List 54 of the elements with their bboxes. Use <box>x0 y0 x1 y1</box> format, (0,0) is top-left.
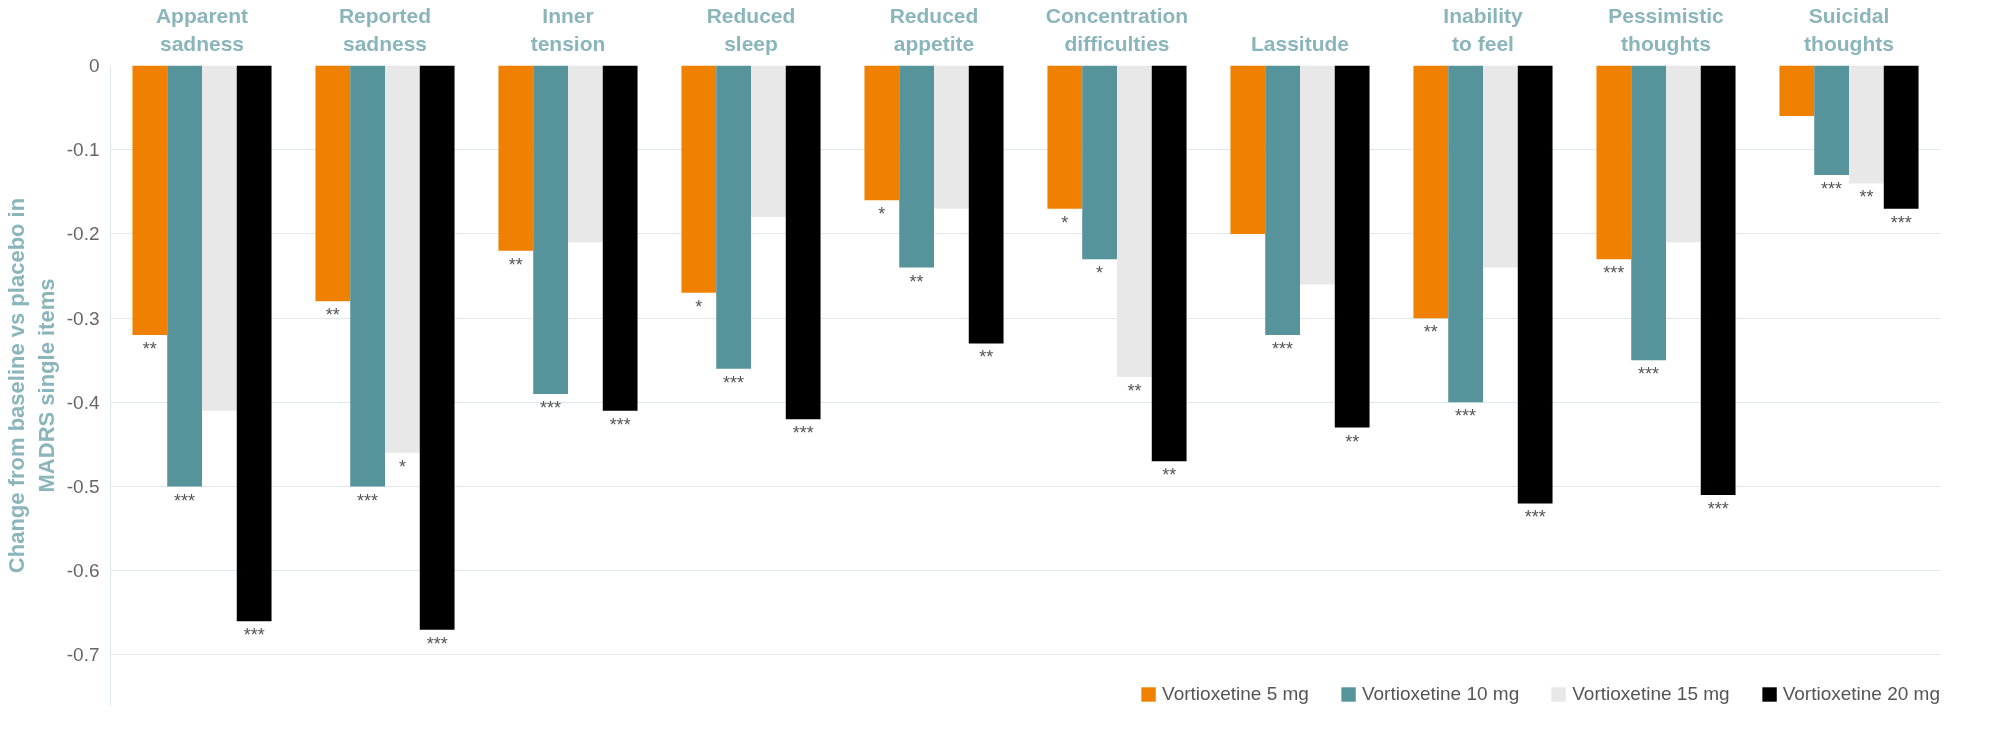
data-label: *** <box>1524 507 1546 528</box>
y-tick-label: -0.5 <box>66 476 100 498</box>
data-label: ** <box>1127 381 1142 402</box>
data-label: ** <box>1859 187 1874 208</box>
data-label: * <box>1061 212 1069 233</box>
y-tick-label: -0.2 <box>66 223 100 245</box>
data-label: *** <box>1455 406 1477 427</box>
data-label: ** <box>979 347 994 368</box>
x-tick-label: Suicidal thoughts <box>1804 3 1894 55</box>
legend-label: Vortioxetine 10 mg <box>1361 683 1520 705</box>
data-label: * <box>398 456 406 477</box>
data-label: * <box>1096 263 1104 284</box>
x-tick-label: Concentration difficulties <box>1045 3 1189 55</box>
data-label: *** <box>1890 212 1912 233</box>
data-label: ** <box>508 254 523 275</box>
data-label: ** <box>1345 431 1360 452</box>
x-tick-label: Reported sadness <box>338 3 432 55</box>
data-label: ** <box>1162 465 1177 486</box>
x-tick-label: Inability to feel <box>1443 3 1523 55</box>
y-axis-title: Change from baseline vs placebo in MADRS single items <box>3 197 59 574</box>
data-label: *** <box>1707 498 1729 519</box>
data-label: * <box>878 204 886 225</box>
y-tick-label: 0 <box>88 55 100 76</box>
y-tick-label: -0.3 <box>66 307 100 329</box>
data-label: ** <box>325 305 340 326</box>
data-label: *** <box>1638 364 1660 385</box>
data-label: *** <box>792 423 814 444</box>
x-tick-label: Reduced sleep <box>706 3 796 55</box>
data-label: *** <box>723 372 745 393</box>
x-tick-label: Inner tension <box>530 3 606 55</box>
x-tick-label: Apparent sadness <box>155 3 249 55</box>
data-label: ** <box>909 271 924 292</box>
data-label: *** <box>609 414 631 435</box>
y-tick-label: -0.4 <box>66 391 100 413</box>
legend-label: Vortioxetine 5 mg <box>1162 683 1309 705</box>
legend-label: Vortioxetine 20 mg <box>1782 683 1940 705</box>
x-tick-label: Reduced appetite <box>889 3 979 55</box>
y-tick-label: -0.1 <box>66 139 100 161</box>
x-tick-label: Lassitude <box>1250 31 1350 55</box>
x-tick-label: Pessimistic thoughts <box>1608 3 1725 55</box>
data-label: *** <box>243 625 265 646</box>
data-label: *** <box>540 397 562 418</box>
y-tick-label: -0.6 <box>66 560 100 582</box>
data-label: *** <box>1272 338 1294 359</box>
data-label: *** <box>357 490 379 511</box>
legend-label: Vortioxetine 15 mg <box>1572 683 1730 705</box>
data-label: *** <box>174 490 196 511</box>
data-label: *** <box>1603 263 1625 284</box>
data-label: * <box>695 296 703 317</box>
y-tick-label: -0.7 <box>66 644 100 666</box>
data-label: *** <box>426 633 448 654</box>
data-label: ** <box>1423 322 1438 343</box>
data-label: *** <box>1821 178 1843 199</box>
data-label: ** <box>142 338 157 359</box>
